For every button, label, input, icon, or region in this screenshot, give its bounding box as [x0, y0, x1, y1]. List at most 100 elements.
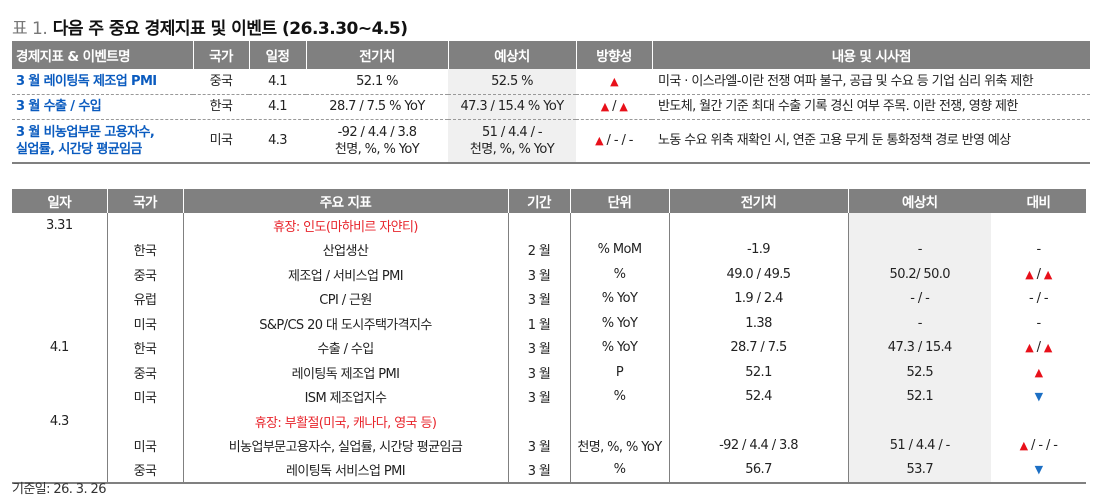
- comparison: ▼: [991, 458, 1086, 484]
- key-events-table: 경제지표 & 이벤트명 국가 일정 전기치 예상치 방향성 내용 및 시사점 3…: [12, 41, 1090, 164]
- header-description: 내용 및 시사점: [651, 41, 1090, 69]
- date: 4.1: [49, 340, 69, 356]
- table-title: 표 1. 다음 주 중요 경제지표 및 이벤트 (26.3.30~4.5): [12, 14, 408, 39]
- event-name: 3 월 레이팅독 제조업 PMI: [12, 69, 193, 95]
- comparison: ▲ / ▲: [1025, 266, 1052, 282]
- unit: 천명, %, % YoY: [569, 433, 669, 458]
- date: [12, 458, 107, 484]
- date: [12, 262, 107, 287]
- country: 유럽: [106, 286, 183, 311]
- event-name-line1: 3 월 비농업부문 고용자수,: [16, 124, 155, 140]
- indicator: S&P/CS 20 대 도시주택가격지수: [182, 311, 508, 336]
- down-triangle-icon: ▼: [1034, 390, 1043, 404]
- country: 미국: [106, 433, 183, 458]
- forecast-value-line1: 51 / 4.4 / -: [482, 124, 543, 140]
- table-row: 중국 레이팅독 제조업 PMI 3 월 P 52.1 52.5 ▲: [12, 360, 1086, 385]
- forecast-value: 52.5 %: [448, 69, 576, 95]
- header-previous: 전기치: [305, 41, 448, 69]
- forecast-value: 51 / 4.4 / - 천명, %, % YoY: [448, 119, 576, 164]
- forecast-value: -: [847, 237, 991, 262]
- previous-value: 52.1 %: [306, 69, 448, 95]
- indicator: CPI / 근원: [182, 286, 508, 311]
- description: 노동 수요 위축 재확인 시, 연준 고용 무게 둔 통화정책 경로 반영 예상: [652, 119, 1090, 164]
- table-row: 4.3 휴장: 부활절(미국, 캐나다, 영국 등): [12, 409, 1086, 434]
- previous-value: 1.38: [668, 311, 848, 336]
- comparison: -: [1036, 315, 1041, 331]
- header-period: 기간: [507, 189, 570, 213]
- comparison: ▲: [991, 360, 1086, 385]
- comparison: [991, 213, 1086, 238]
- header-direction: 방향성: [575, 41, 652, 69]
- header-country: 국가: [106, 189, 183, 213]
- header-forecast: 예상치: [847, 189, 991, 213]
- table-row: 3.31 휴장: 인도(마하비르 자얀티): [12, 213, 1086, 238]
- header-indicator: 주요 지표: [182, 189, 508, 213]
- period: 3 월: [507, 262, 570, 287]
- previous-value-line2: 천명, %, % YoY: [334, 141, 420, 157]
- header-comparison: 대비: [991, 189, 1086, 213]
- country: 미국: [106, 311, 183, 336]
- period: 1 월: [507, 311, 570, 336]
- forecast-value: 52.1: [847, 384, 991, 409]
- up-triangle-icon: ▲: [600, 100, 609, 113]
- indicator: 제조업 / 서비스업 PMI: [182, 262, 508, 287]
- period: [507, 213, 570, 238]
- table-row: 중국 레이팅독 서비스업 PMI 3 월 % 56.7 53.7 ▼: [12, 458, 1086, 484]
- direction-separator: /: [608, 99, 620, 114]
- event-name: 3 월 수출 / 수입: [12, 94, 193, 120]
- unit: % YoY: [569, 311, 669, 336]
- up-triangle-icon: ▲: [619, 100, 628, 113]
- forecast-value-line2: 천명, %, % YoY: [469, 141, 555, 157]
- previous-value: 52.1: [668, 360, 848, 385]
- previous-value: -92 / 4.4 / 3.8 천명, %, % YoY: [306, 119, 448, 164]
- up-triangle-icon: ▲: [1043, 267, 1052, 281]
- date: [12, 360, 107, 385]
- period: 3 월: [507, 384, 570, 409]
- date: [12, 385, 107, 410]
- period: 3 월: [507, 458, 570, 484]
- up-triangle-icon: ▲: [1019, 439, 1028, 453]
- table-row: 3 월 레이팅독 제조업 PMI 중국 4.1 52.1 % 52.5 % ▲ …: [12, 69, 1090, 95]
- forecast-value: [847, 213, 991, 238]
- previous-value: 49.0 / 49.5: [668, 262, 848, 287]
- previous-value-line1: -92 / 4.4 / 3.8: [337, 124, 417, 140]
- header-forecast: 예상치: [447, 41, 576, 69]
- direction: ▲ / - / -: [576, 119, 652, 164]
- forecast-value: - / -: [847, 286, 991, 311]
- previous-value: [668, 409, 848, 434]
- comparison: ▲ / - / -: [1019, 438, 1058, 454]
- up-triangle-icon: ▲: [1034, 365, 1043, 379]
- table-title-text: 다음 주 중요 경제지표 및 이벤트 (26.3.30~4.5): [52, 19, 408, 39]
- direction: ▲: [576, 69, 652, 95]
- up-triangle-icon: ▲: [595, 134, 603, 148]
- unit: %: [569, 384, 669, 409]
- forecast-value: 52.5: [847, 360, 991, 385]
- date: [12, 287, 107, 312]
- previous-value: 56.7: [668, 458, 848, 484]
- table-number: 표 1.: [12, 19, 48, 39]
- table-row: 3 월 비농업부문 고용자수, 실업률, 시간당 평균임금 미국 4.3 -92…: [12, 119, 1090, 164]
- country: 미국: [106, 384, 183, 409]
- table-row: 미국 S&P/CS 20 대 도시주택가격지수 1 월 % YoY 1.38 -…: [12, 311, 1086, 336]
- header-schedule: 일정: [248, 41, 306, 69]
- country: 한국: [106, 335, 183, 360]
- up-triangle-icon: ▲: [1043, 341, 1052, 355]
- date: [12, 434, 107, 459]
- period: 3 월: [507, 360, 570, 385]
- weekly-schedule-table: 일자 국가 주요 지표 기간 단위 전기치 예상치 대비 3.31 휴장: 인도…: [12, 189, 1086, 484]
- event-name-line2: 실업률, 시간당 평균임금: [16, 141, 142, 157]
- period: 3 월: [507, 335, 570, 360]
- header-date: 일자: [12, 189, 107, 213]
- table-row: 중국 제조업 / 서비스업 PMI 3 월 % 49.0 / 49.5 50.2…: [12, 262, 1086, 287]
- previous-value: 28.7 / 7.5: [668, 335, 848, 360]
- header-unit: 단위: [569, 189, 669, 213]
- table-row: 유럽 CPI / 근원 3 월 % YoY 1.9 / 2.4 - / - - …: [12, 286, 1086, 312]
- unit: % YoY: [569, 335, 669, 360]
- header-indicator-event: 경제지표 & 이벤트명: [12, 41, 193, 69]
- indicator: 레이팅독 제조업 PMI: [182, 360, 508, 385]
- table-row: 미국 비농업부문고용자수, 실업률, 시간당 평균임금 3 월 천명, %, %…: [12, 433, 1086, 459]
- date: 4.3: [49, 413, 69, 429]
- date: [12, 238, 107, 263]
- table-row: 미국 ISM 제조업지수 3 월 % 52.4 52.1 ▼: [12, 384, 1086, 410]
- unit: % YoY: [569, 286, 669, 311]
